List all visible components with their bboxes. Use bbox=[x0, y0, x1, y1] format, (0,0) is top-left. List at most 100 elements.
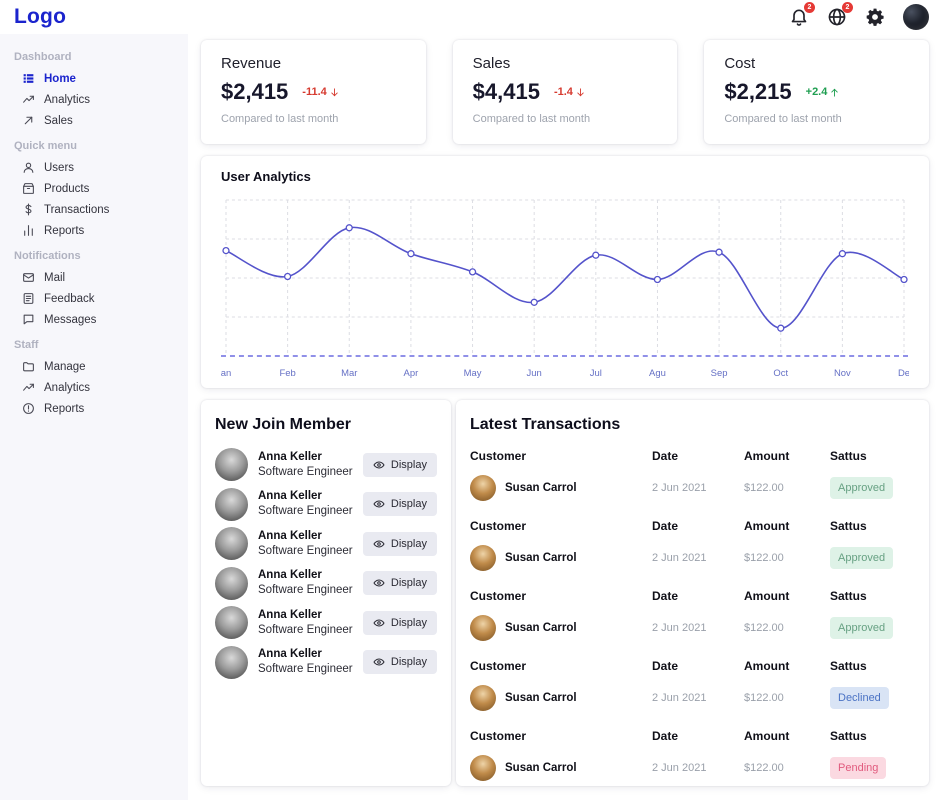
language-button[interactable]: 2 bbox=[827, 1, 853, 28]
member-name: Anna Keller bbox=[258, 569, 322, 582]
sidebar-item-messages[interactable]: Messages bbox=[14, 309, 178, 330]
column-header-customer: Customer bbox=[470, 449, 527, 463]
sidebar-item-mail[interactable]: Mail bbox=[14, 267, 178, 288]
sidebar-item-label: Products bbox=[44, 182, 90, 195]
display-button[interactable]: Display bbox=[362, 571, 437, 596]
x-tick-label: Apr bbox=[404, 368, 419, 379]
eye-icon bbox=[373, 656, 385, 668]
user-analytics-card: User Analytics an Feb Mar Apr May Jun Jul Agu Se… bbox=[201, 156, 929, 388]
stat-title: Sales bbox=[472, 55, 511, 72]
stat-note: Compared to last month bbox=[221, 113, 339, 125]
folder-icon bbox=[22, 360, 35, 373]
trend-icon bbox=[22, 93, 35, 106]
sidebar-item-transactions[interactable]: Transactions bbox=[14, 199, 178, 220]
transaction-row[interactable]: Susan Carrol 2 Jun 2021 $122.00 Approved bbox=[470, 470, 915, 512]
x-tick-label: Sep bbox=[711, 368, 728, 379]
member-name: Anna Keller bbox=[258, 450, 322, 463]
transaction-amount: $122.00 bbox=[744, 762, 784, 774]
transaction-date: 2 Jun 2021 bbox=[652, 622, 707, 634]
stat-card-cost: Cost $2,215 +2.4 Compared to last month bbox=[704, 40, 930, 144]
transaction-row[interactable]: Susan Carrol 2 Jun 2021 $122.00 Approved bbox=[470, 540, 915, 582]
transaction-row[interactable]: Susan Carrol 2 Jun 2021 $122.00 Pending bbox=[470, 750, 915, 792]
notifications-button[interactable]: 2 bbox=[789, 1, 815, 28]
x-tick-label: Feb bbox=[279, 368, 295, 379]
sidebar-item-label: Reports bbox=[44, 402, 85, 415]
latest-transactions-card: Latest Transactions Customer Date Amount Sa… bbox=[456, 400, 929, 786]
down-arrow-icon bbox=[575, 87, 586, 98]
sidebar-item-label: Mail bbox=[44, 271, 66, 284]
sidebar-section-title: Quick menu bbox=[14, 140, 77, 152]
sidebar-item-users[interactable]: Users bbox=[14, 157, 178, 178]
sidebar-item-analytics[interactable]: Analytics bbox=[14, 377, 178, 398]
display-button-label: Display bbox=[390, 498, 427, 511]
display-button[interactable]: Display bbox=[362, 452, 437, 477]
bell-icon bbox=[789, 7, 809, 27]
x-tick-label: Jul bbox=[590, 368, 602, 379]
grid-icon bbox=[22, 72, 35, 85]
sidebar-section-title: Staff bbox=[14, 339, 39, 351]
user-avatar[interactable] bbox=[903, 4, 929, 30]
column-header-amount: Amount bbox=[744, 449, 790, 463]
transaction-amount: $122.00 bbox=[744, 622, 784, 634]
column-header-customer: Customer bbox=[470, 519, 527, 533]
transactions-header-row: Customer Date Amount Sattus bbox=[470, 652, 915, 680]
x-tick-label: an bbox=[221, 368, 231, 379]
member-role: Software Engineer bbox=[258, 584, 353, 597]
members-list: Anna Keller Software Engineer Display An… bbox=[215, 445, 437, 682]
sidebar-item-sales[interactable]: Sales bbox=[14, 110, 178, 131]
logo[interactable]: Logo bbox=[14, 5, 67, 28]
column-header-customer: Customer bbox=[470, 659, 527, 673]
stat-note: Compared to last month bbox=[724, 113, 842, 125]
sidebar-section-title: Notifications bbox=[14, 250, 81, 262]
sidebar: Dashboard Home Analytics Sales Quick men… bbox=[0, 34, 188, 800]
sidebar-item-label: Sales bbox=[44, 114, 73, 127]
stats-row: Revenue $2,415 -11.4 Compared to last mo… bbox=[201, 40, 930, 144]
transaction-amount: $122.00 bbox=[744, 552, 784, 564]
sidebar-item-label: Manage bbox=[44, 360, 86, 373]
sidebar-item-reports[interactable]: Reports bbox=[14, 220, 178, 241]
sidebar-item-home[interactable]: Home bbox=[14, 68, 178, 89]
transaction-date: 2 Jun 2021 bbox=[652, 552, 707, 564]
sidebar-item-label: Users bbox=[44, 161, 75, 174]
x-tick-label: Nov bbox=[834, 368, 851, 379]
topbar: Logo 2 2 bbox=[0, 0, 943, 34]
member-name: Anna Keller bbox=[258, 608, 322, 621]
sidebar-item-feedback[interactable]: Feedback bbox=[14, 288, 178, 309]
member-row: Anna Keller Software Engineer Display bbox=[215, 643, 437, 683]
transaction-date: 2 Jun 2021 bbox=[652, 482, 707, 494]
transaction-row[interactable]: Susan Carrol 2 Jun 2021 $122.00 Declined bbox=[470, 680, 915, 722]
sidebar-item-manage[interactable]: Manage bbox=[14, 356, 178, 377]
customer-name: Susan Carrol bbox=[505, 622, 577, 634]
sidebar-item-analytics[interactable]: Analytics bbox=[14, 89, 178, 110]
column-header-customer: Customer bbox=[470, 589, 527, 603]
customer-name: Susan Carrol bbox=[505, 692, 577, 704]
member-avatar bbox=[215, 487, 248, 521]
member-avatar bbox=[215, 645, 248, 679]
arrow-icon bbox=[22, 114, 35, 127]
settings-button[interactable] bbox=[865, 7, 886, 28]
display-button[interactable]: Display bbox=[362, 610, 437, 635]
column-header-date: Date bbox=[652, 449, 679, 463]
member-role: Software Engineer bbox=[258, 505, 353, 518]
eye-icon bbox=[373, 617, 385, 629]
column-header-amount: Amount bbox=[744, 659, 790, 673]
display-button[interactable]: Display bbox=[362, 531, 437, 556]
display-button[interactable]: Display bbox=[362, 492, 437, 517]
transaction-group: Customer Date Amount Sattus Susan Carrol 2 … bbox=[470, 442, 915, 512]
sidebar-item-reports[interactable]: Reports bbox=[14, 398, 178, 419]
gear-icon bbox=[865, 7, 885, 27]
sidebar-item-products[interactable]: Products bbox=[14, 178, 178, 199]
stat-value: $4,415 bbox=[472, 79, 540, 104]
display-button[interactable]: Display bbox=[362, 650, 437, 675]
up-arrow-icon bbox=[829, 87, 840, 98]
transaction-row[interactable]: Susan Carrol 2 Jun 2021 $122.00 Approved bbox=[470, 610, 915, 652]
member-name: Anna Keller bbox=[258, 529, 322, 542]
member-row: Anna Keller Software Engineer Display bbox=[215, 485, 437, 525]
status-badge: Pending bbox=[830, 757, 887, 779]
member-avatar bbox=[215, 448, 248, 482]
new-join-member-card: New Join Member Anna Keller Software Eng… bbox=[201, 400, 451, 786]
x-tick-label: May bbox=[464, 368, 482, 379]
member-row: Anna Keller Software Engineer Display bbox=[215, 445, 437, 485]
x-tick-label: De bbox=[898, 368, 909, 379]
member-avatar bbox=[215, 606, 248, 640]
